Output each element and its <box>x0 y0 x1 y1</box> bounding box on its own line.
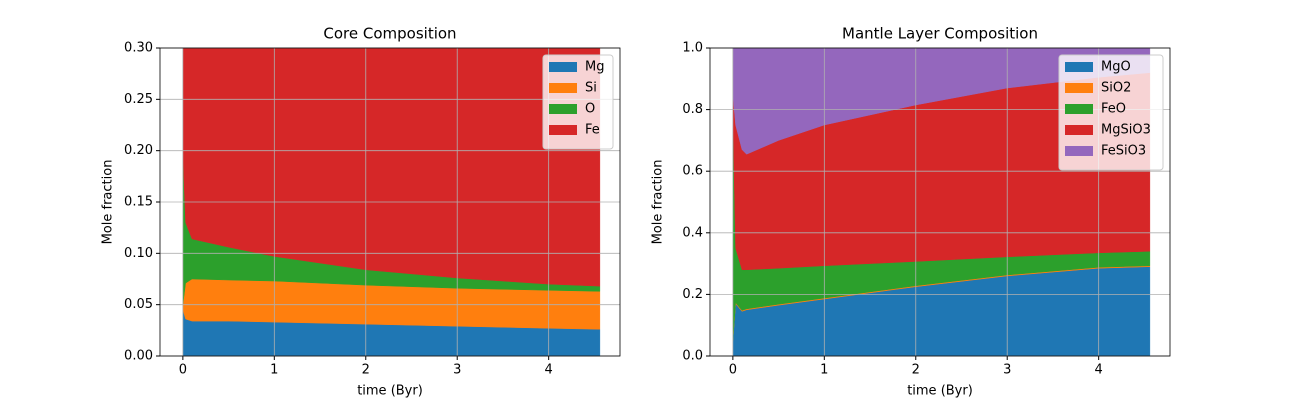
x-tick-label: 3 <box>1003 363 1011 378</box>
x-axis-label: time (Byr) <box>907 384 973 399</box>
x-tick-label: 4 <box>1095 363 1103 378</box>
x-tick-label: 0 <box>179 363 187 378</box>
chart-title: Core Composition <box>323 25 456 43</box>
x-axis-label: time (Byr) <box>357 384 423 399</box>
y-tick-label: 0.30 <box>124 41 153 56</box>
legend-label: FeO <box>1101 102 1126 117</box>
legend-swatch <box>549 62 577 72</box>
y-axis-label: Mole fraction <box>651 160 666 245</box>
legend-label: O <box>585 102 595 117</box>
x-tick-label: 1 <box>820 363 828 378</box>
x-tick-label: 3 <box>453 363 461 378</box>
y-tick-label: 0.6 <box>682 164 703 179</box>
y-tick-label: 1.0 <box>682 41 703 56</box>
y-tick-label: 0.4 <box>682 225 703 240</box>
x-tick-label: 2 <box>912 363 920 378</box>
y-tick-label: 0.00 <box>124 349 153 364</box>
y-tick-label: 0.20 <box>124 143 153 158</box>
legend-swatch <box>1065 125 1093 135</box>
legend-label: Mg <box>585 60 604 75</box>
area <box>182 48 601 287</box>
y-tick-label: 0.15 <box>124 195 153 210</box>
chart: 0 1 2 3 4 0.00 0.05 0.10 0.15 0.20 0.25 0.30 Core Co… <box>101 25 621 399</box>
legend-swatch <box>549 83 577 93</box>
chart-title: Mantle Layer Composition <box>842 25 1038 43</box>
y-tick-label: 0.0 <box>682 349 703 364</box>
legend-label: FeSiO3 <box>1101 144 1146 159</box>
legend-label: MgSiO3 <box>1101 123 1151 138</box>
legend-label: Fe <box>585 123 600 138</box>
plot-frame <box>709 47 1171 357</box>
legend-label: MgO <box>1101 60 1131 75</box>
chart: 0 1 2 3 4 0.0 0.2 0.4 0.6 0.8 1.0 Mantle Layer Comp… <box>651 25 1171 399</box>
legend-label: Si <box>585 81 597 96</box>
y-tick-label: 0.2 <box>682 287 703 302</box>
legend-swatch <box>549 104 577 114</box>
x-tick-label: 4 <box>545 363 553 378</box>
legend-swatch <box>1065 146 1093 156</box>
legend-swatch <box>1065 62 1093 72</box>
y-tick-label: 0.10 <box>124 246 153 261</box>
y-tick-label: 0.25 <box>124 92 153 107</box>
x-tick-label: 0 <box>729 363 737 378</box>
legend-swatch <box>1065 104 1093 114</box>
x-tick-label: 1 <box>270 363 278 378</box>
y-tick-label: 0.8 <box>682 102 703 117</box>
legend-swatch <box>549 125 577 135</box>
y-axis-label: Mole fraction <box>101 160 116 245</box>
legend-swatch <box>1065 83 1093 93</box>
x-tick-label: 2 <box>362 363 370 378</box>
y-tick-label: 0.05 <box>124 297 153 312</box>
legend-label: SiO2 <box>1101 81 1131 96</box>
plot-frame <box>159 47 621 357</box>
